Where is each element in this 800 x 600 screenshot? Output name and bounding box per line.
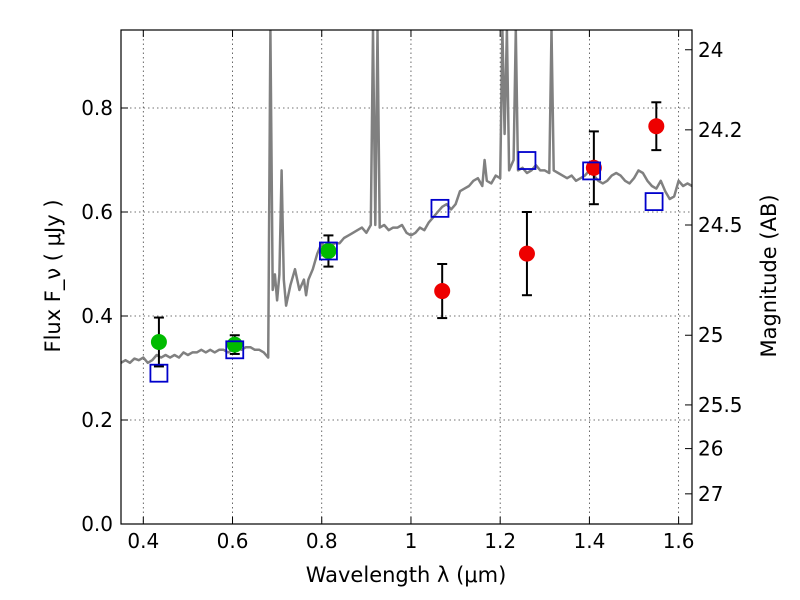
measured-point [150,334,167,350]
y-tick-label: 0.4 [81,304,113,328]
spectrum-line [121,30,692,365]
measured-point [320,243,337,259]
grid-lines [121,30,692,525]
measured-point [226,336,243,353]
y-axis-label: Flux F_ν ( μJy ) [41,199,66,352]
x-tick-label: 1 [405,529,418,553]
plot-area [121,30,692,383]
x-tick-label: 1.6 [663,529,695,553]
x-tick-label: 1.2 [484,529,516,553]
model-point [225,340,245,360]
plot-frame [120,29,693,525]
y-tick-label: 0.8 [81,96,113,120]
measured-point [585,159,602,176]
model-point [430,198,450,218]
model-point [582,161,602,181]
right-tick-label: 25.5 [698,393,743,417]
y-tick-label: 0.2 [81,408,113,432]
right-tick-label: 25 [698,323,723,347]
y-tick-label: 0.0 [81,512,113,536]
x-axis-label: Wavelength λ (μm) [306,563,507,587]
x-tick-label: 1.4 [573,529,605,553]
series-group [121,30,692,383]
x-tick-label: 0.6 [217,529,249,553]
right-tick-label: 26 [698,437,723,461]
measured-point [648,118,665,135]
measured-point [434,283,451,300]
model-point [149,363,169,383]
right-tick-label: 27 [698,482,723,506]
axis-ticks: 0.4 0.6 0.8 1 1.2 1.4 1.6 0.0 0.2 0.4 0.6 0.8 24 24.2… [81,30,743,553]
model-point [517,151,537,170]
x-tick-label: 0.4 [127,529,159,553]
right-tick-label: 24 [698,38,723,62]
right-axis-label: Magnitude (AB) [757,194,781,357]
y-tick-label: 0.6 [81,200,113,224]
right-tick-label: 24.5 [698,213,743,237]
right-tick-label: 24.2 [698,118,743,142]
x-tick-label: 0.8 [306,529,338,553]
model-point [319,241,338,261]
model-point [644,192,664,212]
measured-point [518,245,535,262]
